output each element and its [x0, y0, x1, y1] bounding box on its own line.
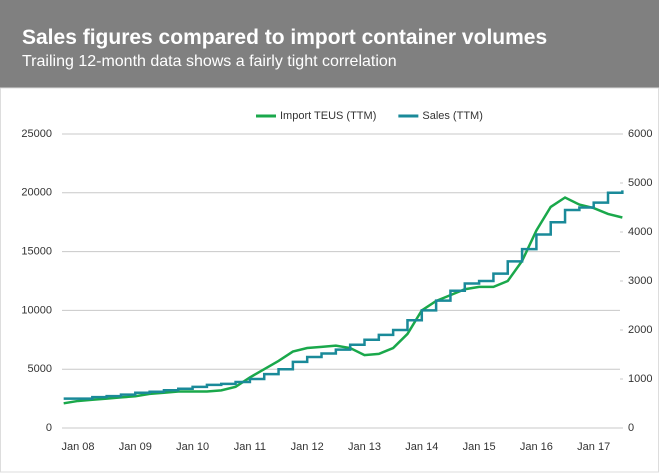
chart-subtitle: Trailing 12-month data shows a fairly ti…	[22, 53, 397, 70]
y-tick-label: 20000	[21, 187, 52, 199]
y2-tick-label: 5000	[628, 177, 652, 189]
legend-label: Sales (TTM)	[422, 110, 483, 122]
x-tick-label: Jan 10	[176, 441, 209, 453]
legend-label: Import TEUS (TTM)	[280, 110, 376, 122]
y-tick-label: 15000	[21, 246, 52, 258]
x-tick-label: Jan 12	[291, 441, 324, 453]
series-line	[63, 190, 624, 400]
x-tick-label: Jan 09	[119, 441, 152, 453]
y-tick-label: 5000	[28, 363, 52, 375]
y-tick-label: 0	[46, 422, 52, 434]
chart-title: Sales figures compared to import contain…	[22, 26, 548, 49]
panel-border	[0, 87, 659, 473]
x-tick-label: Jan 17	[577, 441, 610, 453]
x-tick-label: Jan 11	[234, 441, 266, 453]
y2-tick-label: 0	[628, 422, 634, 434]
x-tick-label: Jan 15	[463, 441, 496, 453]
y2-tick-label: 1000	[628, 373, 652, 385]
y2-tick-label: 3000	[628, 275, 652, 287]
y2-tick-label: 6000	[628, 128, 652, 140]
header: Sales figures compared to import contain…	[0, 0, 659, 88]
y2-tick-label: 2000	[628, 324, 652, 336]
y-tick-label: 10000	[21, 304, 52, 316]
x-tick-label: Jan 13	[348, 441, 381, 453]
y-tick-label: 25000	[21, 128, 52, 140]
x-tick-label: Jan 14	[405, 441, 438, 453]
x-tick-label: Jan 16	[520, 441, 553, 453]
x-tick-label: Jan 08	[61, 441, 94, 453]
series-line	[63, 196, 623, 405]
y2-tick-label: 4000	[628, 226, 652, 238]
